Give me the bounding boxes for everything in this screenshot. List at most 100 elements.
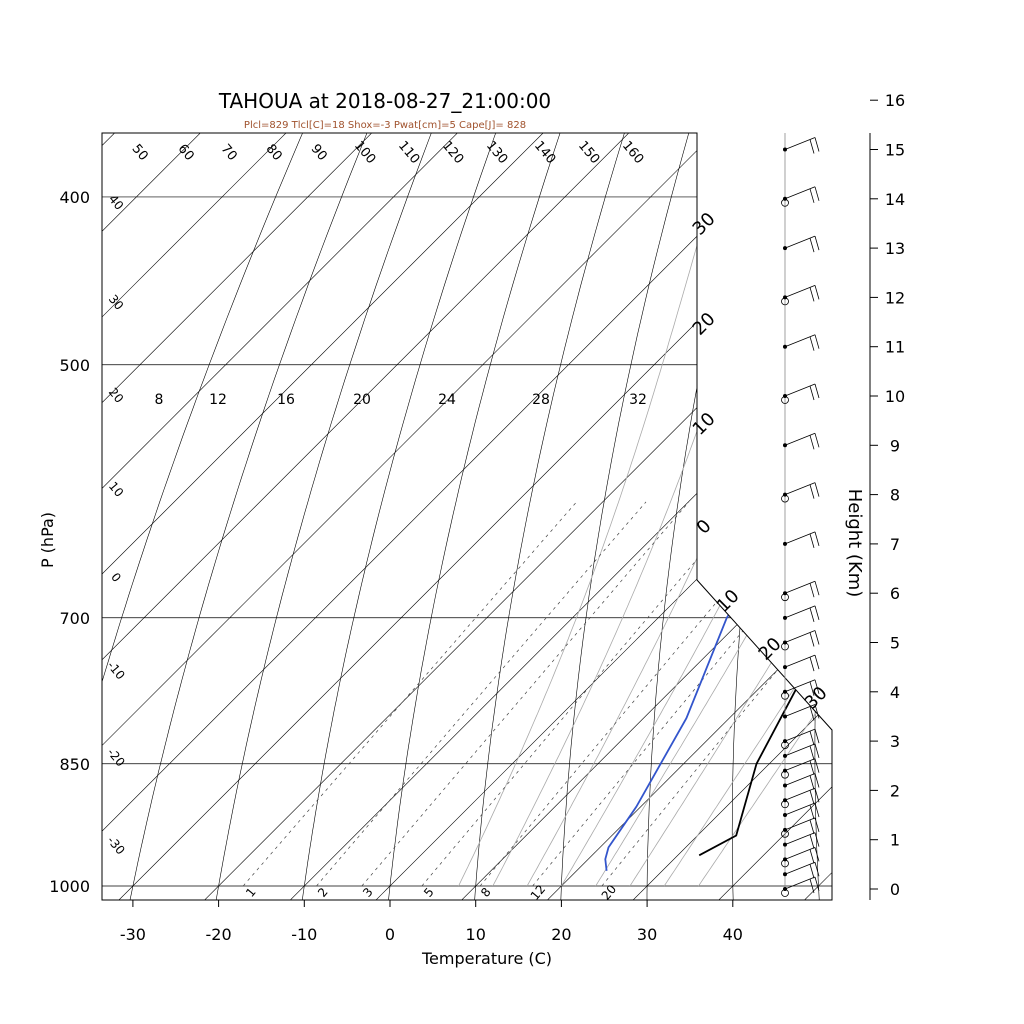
wind-barb-shaft [784, 876, 816, 890]
pressure-tick-label: 1000 [49, 877, 90, 896]
wind-barb-shaft [784, 285, 816, 298]
moist-adiabat-label: 24 [438, 392, 456, 408]
isotherm-label: 20 [755, 634, 786, 665]
height-tick-label: 8 [890, 486, 900, 505]
height-tick-label: 10 [885, 387, 905, 406]
wind-barb-feather [814, 655, 820, 670]
wind-barb-feather [809, 139, 815, 154]
dry-adiabat-line [102, 133, 832, 900]
pressure-tick-label: 700 [59, 609, 90, 628]
wind-barb-feather [814, 832, 820, 847]
wind-profile [781, 133, 820, 897]
dewpoint-trace [604, 133, 832, 871]
height-tick-label: 1 [890, 831, 900, 850]
label-layer: 50 60 70 80 90 100 110 120 130 140 150 160403020100… [104, 138, 831, 902]
chart-title: TAHOUA at 2018-08-27_21:00:00 [218, 89, 551, 113]
wind-barb-feather [814, 531, 820, 547]
mixing-ratio-line [361, 501, 690, 887]
mixing-ratio-line [532, 501, 832, 887]
wind-barb-feather [809, 237, 815, 253]
wind-barb-feather [809, 878, 815, 894]
wind-barb-shaft [784, 832, 816, 846]
moist-adiabat-label: 32 [629, 392, 647, 408]
mixing-ratio-label: 8 [478, 885, 494, 900]
isotherm-line [610, 133, 832, 900]
mixing-ratio-line [421, 501, 746, 887]
wind-barb-shaft [784, 605, 816, 619]
dry-adiabat-label: 130 [483, 138, 510, 167]
wind-circle [781, 770, 789, 779]
height-tick-label: 7 [890, 535, 900, 554]
moist-adiabat-label: 20 [353, 392, 371, 408]
mixing-ratio-label: 5 [421, 885, 437, 900]
wind-barb-feather [809, 607, 815, 622]
dry-adiabat-line [299, 133, 832, 900]
x-tick-label: 20 [551, 925, 571, 944]
wind-barb-feather [809, 745, 815, 760]
height-tick-label: 13 [885, 239, 905, 258]
wind-barb-shaft [784, 334, 816, 348]
chart-subtitle: Plcl=829 Tlcl[C]=18 Shox=-3 Pwat[cm]=5 C… [244, 120, 526, 131]
height-tick-label: 12 [885, 288, 905, 307]
moist-adiabat-line [698, 133, 832, 887]
dry-adiabat-line [125, 133, 832, 900]
x-tick-label: -10 [291, 925, 317, 944]
wind-barb-feather [814, 679, 820, 694]
wind-barb-feather [814, 186, 820, 201]
wind-barb-feather [809, 730, 815, 746]
dry-adiabat-label: 110 [395, 138, 422, 167]
wind-barb-shaft [784, 654, 816, 668]
wind-barb-feather [814, 743, 820, 758]
dry-adiabat-line [814, 133, 832, 900]
dry-adiabat-label: 120 [439, 138, 466, 167]
wind-barb-shaft [784, 773, 816, 786]
height-tick-label: 6 [890, 584, 900, 603]
wind-barb-feather [814, 788, 820, 803]
wind-barb-feather [809, 632, 815, 647]
wind-barb-shaft [784, 704, 816, 717]
series-layer [604, 0, 1024, 871]
height-tick-label: 14 [885, 190, 905, 209]
dry-adiabat-side-label: 10 [106, 479, 127, 500]
wind-circle [781, 396, 789, 404]
wind-barb-feather [814, 773, 820, 788]
pressure-tick-label: 500 [59, 356, 90, 375]
wind-barb-feather [809, 819, 815, 834]
wind-barb-feather [814, 847, 820, 862]
dry-adiabat-line [731, 133, 832, 900]
pressure-tick-label: 850 [59, 755, 90, 774]
moist-adiabat-label: 28 [532, 392, 550, 408]
wind-barb-shaft [784, 482, 816, 495]
dry-adiabat-label: 50 [129, 142, 151, 164]
x-axis-label: Temperature (C) [421, 949, 552, 968]
wind-circle [781, 800, 789, 809]
parcel-trace [934, 0, 1024, 527]
wind-circle [781, 889, 789, 897]
height-tick-label: 16 [885, 91, 905, 110]
isotherm-label: 10 [689, 409, 720, 440]
x-tick-label: -30 [120, 925, 146, 944]
dry-adiabat-label: 150 [575, 138, 602, 167]
pressure-tick-label: 400 [59, 188, 90, 207]
y-axis-label: P (hPa) [38, 512, 57, 568]
wind-barb-feather [809, 804, 815, 820]
wind-barb-shaft [784, 580, 816, 594]
wind-barb-feather [809, 287, 815, 302]
height-tick-label: 11 [885, 338, 905, 357]
height-axis-label: Height (Km) [844, 489, 865, 598]
isotherm-line [524, 133, 832, 900]
mixing-ratio-line [479, 501, 801, 887]
height-tick-label: 2 [890, 781, 900, 800]
wind-barb-feather [809, 834, 815, 849]
height-tick-label: 0 [890, 880, 900, 899]
isotherm-label: 20 [689, 309, 720, 340]
wind-barb-shaft [784, 728, 816, 742]
wind-barb-feather [814, 482, 820, 497]
wind-barb-feather [809, 583, 815, 598]
wind-circle [781, 494, 789, 503]
isotherm-line [267, 133, 832, 900]
dry-adiabat-line [646, 133, 832, 900]
wind-barb-feather [814, 137, 820, 152]
moist-adiabat-label: 8 [155, 392, 164, 408]
